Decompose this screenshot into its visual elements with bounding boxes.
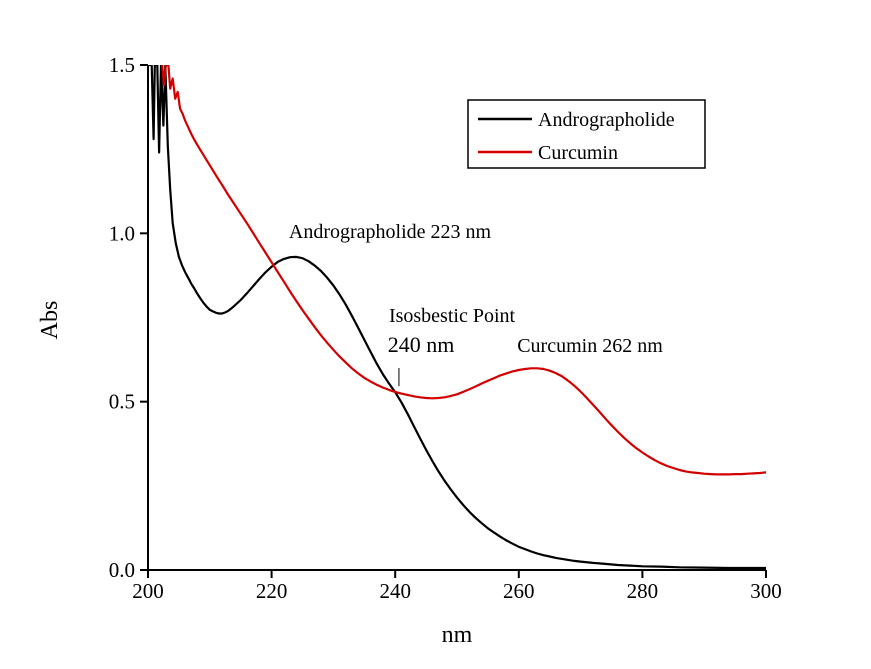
curve-andrographolide xyxy=(148,65,766,570)
legend-label-curcumin: Curcumin xyxy=(538,142,618,164)
tick-labels: 200 220 240 260 280 300 0.0 0.5 1.0 1.5 xyxy=(109,53,782,603)
annotation-curcumin-peak: Curcumin 262 nm xyxy=(517,335,663,357)
legend: Andrographolide Curcumin xyxy=(467,99,706,169)
y-tick-label: 0.5 xyxy=(109,390,135,414)
y-tick-label: 1.0 xyxy=(109,221,135,245)
y-tick-label: 1.5 xyxy=(109,53,135,77)
annotation-isosbestic-point: Isosbestic Point xyxy=(389,305,516,327)
y-tick-label: 0.0 xyxy=(109,558,135,582)
x-tick-label: 240 xyxy=(379,579,411,603)
curve-curcumin xyxy=(161,65,766,476)
legend-border xyxy=(467,99,706,169)
x-tick-label: 280 xyxy=(627,579,659,603)
x-tick-label: 200 xyxy=(132,579,164,603)
annotation-isosbestic-wavelength: 240 nm xyxy=(388,332,455,357)
axes xyxy=(140,64,767,578)
x-tick-label: 260 xyxy=(503,579,535,603)
x-tick-label: 220 xyxy=(256,579,288,603)
annotation-andrographolide-peak: Andrographolide 223 nm xyxy=(289,221,492,243)
legend-label-andrographolide: Andrographolide xyxy=(538,109,675,131)
x-axis-label: nm xyxy=(442,622,473,648)
y-axis-label: Abs xyxy=(37,301,63,340)
curves xyxy=(148,65,766,570)
x-tick-label: 300 xyxy=(750,579,782,603)
